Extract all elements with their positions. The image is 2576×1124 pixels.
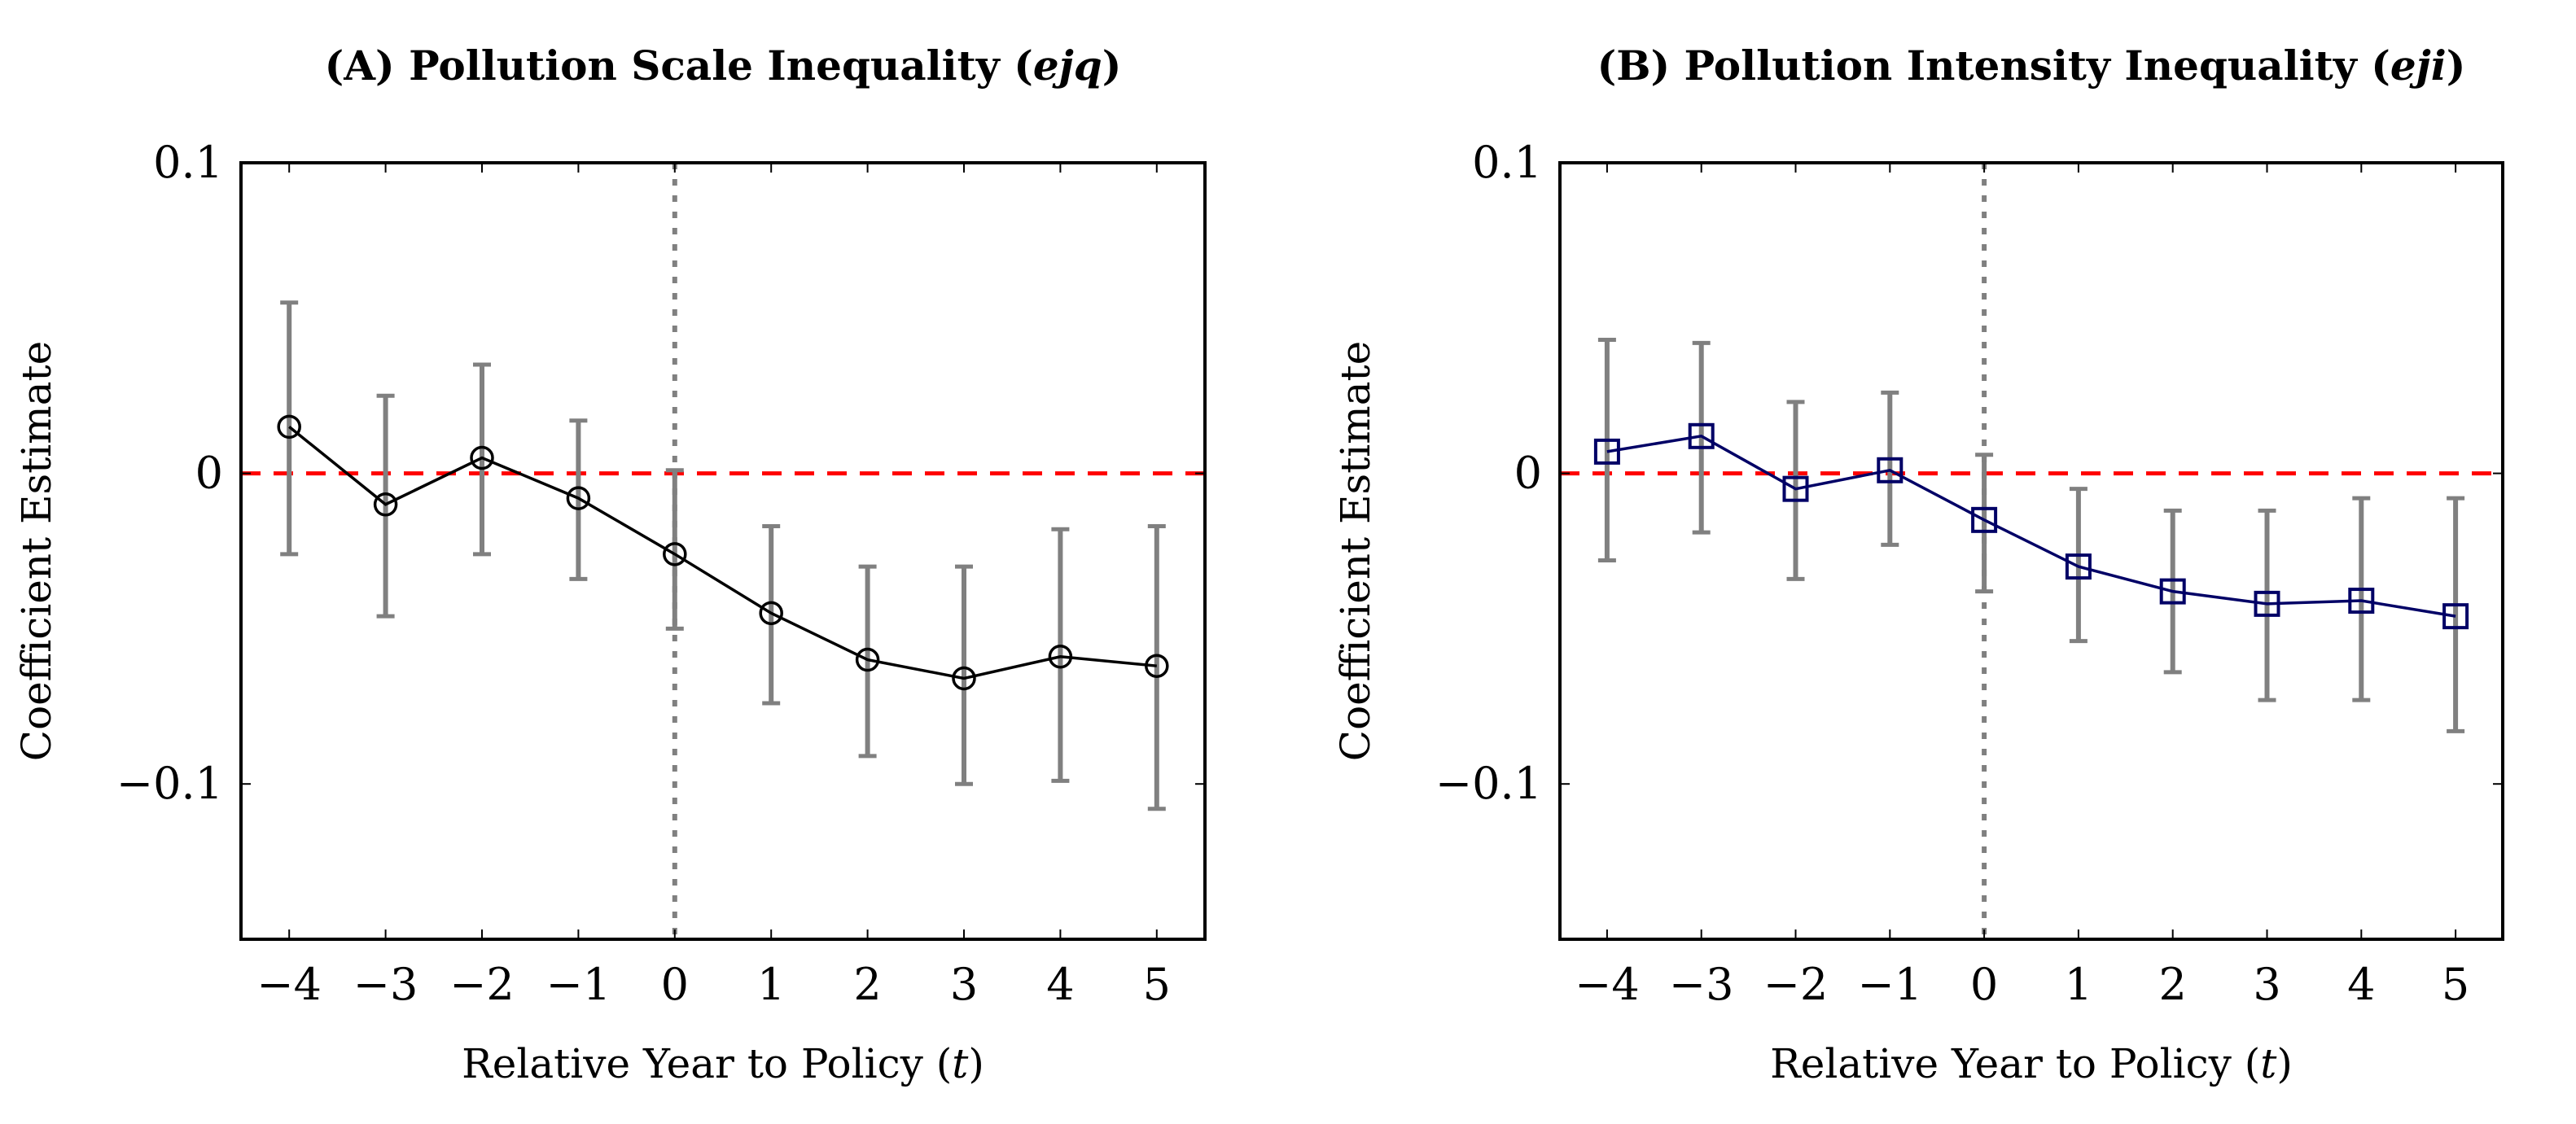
- y-tick-label: −0.1: [1435, 758, 1542, 809]
- x-tick-label: −3: [1669, 959, 1734, 1010]
- x-tick-label: −1: [1857, 959, 1922, 1010]
- chart-title: (B) Pollution Intensity Inequality (eji): [1597, 42, 2466, 90]
- x-tick-label: 0: [1970, 959, 1998, 1010]
- title-close: ): [2447, 42, 2466, 90]
- panel-a: (A) Pollution Scale Inequality (ejq) −4 −3…: [13, 42, 1207, 1087]
- title-text: (B) Pollution Intensity Inequality (: [1597, 42, 2390, 90]
- data-point: [759, 601, 783, 626]
- x-axis-label-close: ): [2276, 1040, 2293, 1087]
- data-point: [1971, 506, 1998, 533]
- x-tick-label: −1: [546, 959, 611, 1010]
- x-tick-label: 0: [661, 959, 689, 1010]
- series-line: [1606, 434, 2456, 618]
- y-tick-label: 0.1: [153, 137, 223, 188]
- x-tick-label: 5: [1143, 959, 1171, 1010]
- x-tick-label: −4: [256, 959, 322, 1010]
- x-axis-label: Relative Year to Policy (t): [462, 1040, 984, 1087]
- title-italic: ejq: [1033, 42, 1102, 90]
- x-tick-label: −4: [1575, 959, 1640, 1010]
- data-point: [2442, 603, 2469, 630]
- x-axis-label-italic: t: [2260, 1040, 2277, 1087]
- x-tick-label: −2: [1763, 959, 1829, 1010]
- data-point: [2254, 590, 2280, 617]
- y-tick-label: 0.1: [1472, 137, 1542, 188]
- x-tick-label: 4: [2347, 959, 2375, 1010]
- data-point: [2348, 588, 2375, 614]
- x-axis-label-italic: t: [952, 1040, 969, 1087]
- y-tick-label: 0: [1514, 448, 1542, 499]
- x-axis-label: Relative Year to Policy (t): [1770, 1040, 2293, 1087]
- data-point: [1048, 644, 1073, 669]
- x-tick-label: 3: [2253, 959, 2280, 1010]
- y-tick-label: −0.1: [116, 758, 223, 809]
- x-tick-label: 2: [2159, 959, 2187, 1010]
- x-axis-label-close: ): [968, 1040, 984, 1087]
- data-point: [566, 486, 591, 510]
- data-point: [1782, 475, 1809, 502]
- x-tick-label: 1: [2065, 959, 2092, 1010]
- x-tick-label: 3: [950, 959, 978, 1010]
- x-tick-label: −3: [353, 959, 418, 1010]
- title-text: (A) Pollution Scale Inequality (: [325, 42, 1033, 90]
- data-point: [2159, 578, 2186, 605]
- data-point: [2065, 553, 2092, 580]
- data-point: [1688, 422, 1715, 449]
- data-point: [1877, 457, 1904, 483]
- data-point: [373, 492, 398, 517]
- axes-frame: [1558, 161, 2504, 941]
- title-close: ): [1102, 42, 1122, 90]
- chart-title: (A) Pollution Scale Inequality (ejq): [325, 42, 1122, 90]
- data-point: [855, 647, 880, 672]
- y-axis-label: Coefficient Estimate: [13, 341, 60, 761]
- x-tick-label: −2: [449, 959, 515, 1010]
- x-axis-label-text: Relative Year to Policy (: [1770, 1040, 2260, 1087]
- data-point: [1593, 438, 1620, 465]
- axes-frame: [239, 161, 1207, 941]
- y-axis-label: Coefficient Estimate: [1332, 341, 1379, 761]
- data-point: [1145, 654, 1169, 678]
- x-tick-label: 2: [853, 959, 881, 1010]
- data-point: [952, 666, 976, 691]
- x-tick-label: 4: [1046, 959, 1074, 1010]
- x-tick-label: 1: [757, 959, 785, 1010]
- y-tick-label: 0: [195, 448, 223, 499]
- data-point: [277, 414, 301, 440]
- title-italic: eji: [2390, 42, 2447, 90]
- x-axis-label-text: Relative Year to Policy (: [462, 1040, 952, 1087]
- data-point: [470, 445, 494, 470]
- x-tick-label: 5: [2442, 959, 2469, 1010]
- data-point: [663, 542, 687, 566]
- series-line: [288, 425, 1157, 680]
- panel-b: (B) Pollution Intensity Inequality (eji)…: [1332, 42, 2504, 1087]
